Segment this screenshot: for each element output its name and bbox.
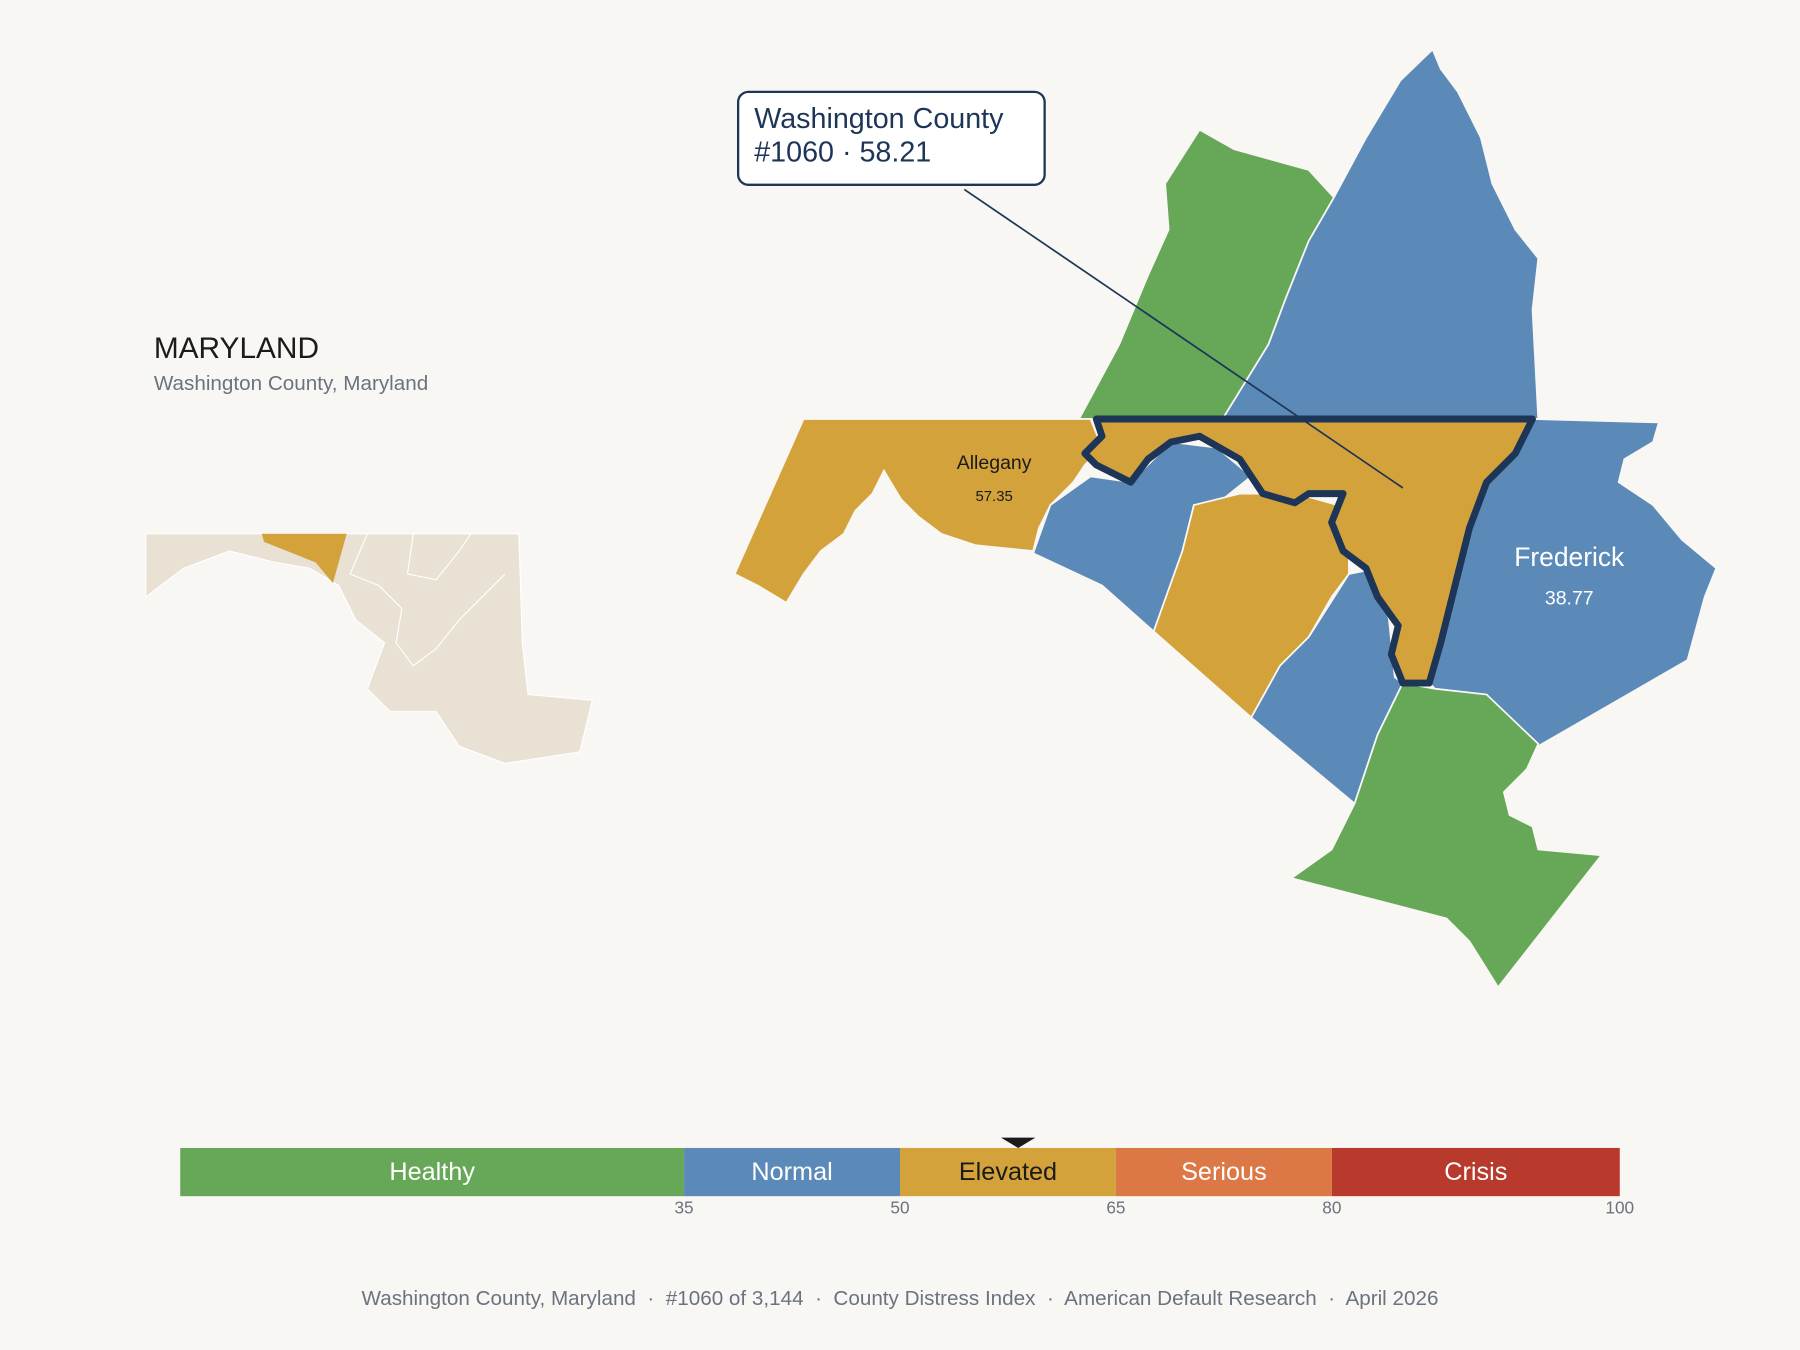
- inset-borders: [406, 533, 472, 581]
- legend-tick-label: 35: [674, 1197, 693, 1217]
- legend-band: [684, 1147, 900, 1197]
- legend-band: [180, 1147, 685, 1197]
- legend-band: [900, 1147, 1116, 1197]
- callout-title: Washington County: [754, 103, 1004, 135]
- county-name: Allegany: [957, 452, 1032, 474]
- inset-borders: [349, 533, 506, 667]
- county: [1221, 47, 1540, 420]
- inset-highlight: [261, 533, 347, 584]
- callout-detail: #1060 · 58.21: [754, 136, 931, 168]
- legend-tick-label: 80: [1322, 1197, 1341, 1217]
- legend-tick-label: 50: [890, 1197, 909, 1217]
- selected-county: [1081, 415, 1536, 687]
- county-score: 38.77: [1545, 587, 1594, 609]
- county: [1289, 682, 1604, 989]
- legend-band-label: Crisis: [1444, 1158, 1507, 1186]
- legend-band: [1331, 1147, 1620, 1197]
- legend-band-label: Serious: [1181, 1158, 1267, 1186]
- callout-box: [736, 90, 1046, 186]
- legend-band-label: Healthy: [389, 1158, 475, 1186]
- inset-state: [145, 533, 594, 764]
- title: MARYLAND: [154, 332, 319, 365]
- county-score: 57.35: [975, 488, 1012, 505]
- legend-band-label: Normal: [751, 1158, 832, 1186]
- footer: Washington County, Maryland · #1060 of 3…: [362, 1287, 1439, 1310]
- regional-map: [733, 47, 1718, 989]
- legend-tick-label: 65: [1106, 1197, 1125, 1217]
- legend-band: [1115, 1147, 1332, 1197]
- county-name: Frederick: [1514, 542, 1625, 572]
- legend-tick-label: 100: [1605, 1197, 1634, 1217]
- legend: Healthy Normal Elevated Serious Crisis 35 50 65…: [180, 1137, 1634, 1217]
- callout-leader: [963, 188, 1404, 489]
- legend-marker: [1000, 1137, 1036, 1148]
- legend-band-label: Elevated: [959, 1158, 1057, 1186]
- county: [733, 418, 1104, 604]
- inset-map: [145, 533, 594, 764]
- subtitle: Washington County, Maryland: [154, 372, 428, 395]
